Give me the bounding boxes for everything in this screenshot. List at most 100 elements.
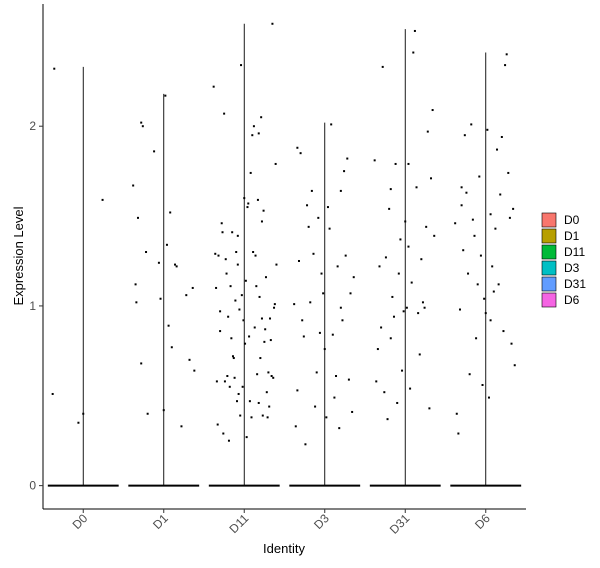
data-point-d11 — [222, 432, 225, 435]
data-point-d31 — [410, 281, 413, 284]
data-point-d1 — [191, 286, 194, 289]
data-point-d0 — [77, 421, 80, 424]
data-point-d31 — [376, 348, 379, 351]
legend-label: D6 — [564, 293, 580, 307]
data-point-d1 — [141, 125, 144, 128]
data-point-d6 — [486, 128, 489, 131]
data-point-d3 — [304, 443, 307, 446]
data-point-d1 — [146, 412, 149, 415]
data-point-d1 — [162, 409, 165, 412]
data-point-d3 — [333, 396, 336, 399]
data-point-d11 — [265, 391, 268, 394]
data-point-d6 — [505, 53, 508, 56]
data-point-d1 — [164, 94, 167, 97]
data-point-d6 — [470, 123, 473, 126]
data-point-d31 — [425, 225, 428, 228]
data-point-d11 — [261, 414, 264, 417]
data-point-d6 — [454, 222, 457, 225]
data-point-d6 — [492, 290, 495, 293]
data-point-d6 — [479, 254, 482, 257]
data-point-d11 — [247, 202, 250, 205]
data-point-d6 — [489, 319, 492, 322]
data-point-d11 — [229, 285, 232, 288]
data-point-d6 — [494, 227, 497, 230]
data-point-d11 — [231, 355, 234, 358]
data-point-d3 — [296, 389, 299, 392]
data-point-d3 — [314, 405, 317, 408]
data-point-d11 — [248, 335, 251, 338]
data-point-d11 — [236, 234, 239, 237]
data-point-d31 — [412, 51, 415, 54]
data-point-d1 — [140, 362, 143, 365]
data-point-d11 — [255, 285, 258, 288]
data-point-d11 — [267, 371, 270, 374]
data-point-d6 — [497, 283, 500, 286]
data-point-d31 — [402, 310, 405, 313]
data-point-d0 — [51, 392, 54, 395]
legend-key-d0 — [541, 212, 557, 228]
data-point-d0 — [101, 198, 104, 201]
data-point-d6 — [508, 216, 511, 219]
plot-marks — [47, 22, 522, 487]
data-point-d3 — [315, 371, 318, 374]
data-point-d0 — [53, 67, 56, 70]
data-point-d6 — [489, 213, 492, 216]
data-point-d3 — [302, 335, 305, 338]
data-point-d31 — [405, 306, 408, 309]
data-point-d31 — [407, 162, 410, 165]
data-point-d11 — [259, 357, 262, 360]
data-point-d6 — [467, 272, 470, 275]
data-point-d11 — [226, 375, 229, 378]
data-point-d11 — [227, 439, 230, 442]
data-point-d1 — [140, 121, 143, 124]
data-point-d0 — [82, 412, 85, 415]
data-point-d6 — [478, 175, 481, 178]
data-point-d11 — [234, 299, 237, 302]
data-point-d31 — [426, 130, 429, 133]
data-point-d3 — [336, 265, 339, 268]
legend-key-d3 — [541, 260, 557, 276]
data-point-d11 — [212, 85, 215, 88]
data-point-d3 — [322, 292, 325, 295]
data-point-d11 — [260, 116, 263, 119]
data-point-d11 — [257, 132, 260, 135]
data-point-d11 — [216, 423, 219, 426]
data-point-d31 — [407, 245, 410, 248]
data-point-d11 — [225, 272, 228, 275]
data-point-d3 — [331, 333, 334, 336]
legend-key-d1 — [541, 228, 557, 244]
data-point-d11 — [219, 330, 222, 333]
legend-label: D11 — [564, 245, 585, 259]
data-point-d31 — [396, 401, 399, 404]
legend-label: D1 — [564, 229, 580, 243]
data-point-d31 — [391, 295, 394, 298]
data-point-d11 — [243, 197, 246, 200]
legend-key-d11 — [541, 244, 557, 260]
data-point-d1 — [134, 283, 137, 286]
y-tick-label: 0 — [29, 479, 36, 493]
data-point-d1 — [180, 425, 183, 428]
data-point-d31 — [404, 220, 407, 223]
data-point-d6 — [460, 204, 463, 207]
data-point-d3 — [294, 425, 297, 428]
data-point-d11 — [244, 279, 247, 282]
data-point-d31 — [378, 265, 381, 268]
data-point-d11 — [258, 295, 261, 298]
data-point-d6 — [455, 412, 458, 415]
data-point-d3 — [343, 170, 346, 173]
data-point-d6 — [462, 249, 465, 252]
legend: D0 D1 D11 D3 D31 D6 — [541, 212, 586, 308]
data-point-d1 — [175, 265, 178, 268]
data-point-d31 — [421, 301, 424, 304]
data-point-d31 — [433, 234, 436, 237]
data-point-d11 — [241, 385, 244, 388]
data-point-d11 — [253, 326, 256, 329]
data-point-d31 — [423, 306, 426, 309]
data-point-d31 — [386, 418, 389, 421]
legend-key-d6 — [541, 292, 557, 308]
data-point-d11 — [217, 254, 220, 257]
data-point-d1 — [145, 251, 148, 254]
data-point-d3 — [325, 416, 328, 419]
data-point-d31 — [394, 162, 397, 165]
data-point-d11 — [254, 254, 257, 257]
